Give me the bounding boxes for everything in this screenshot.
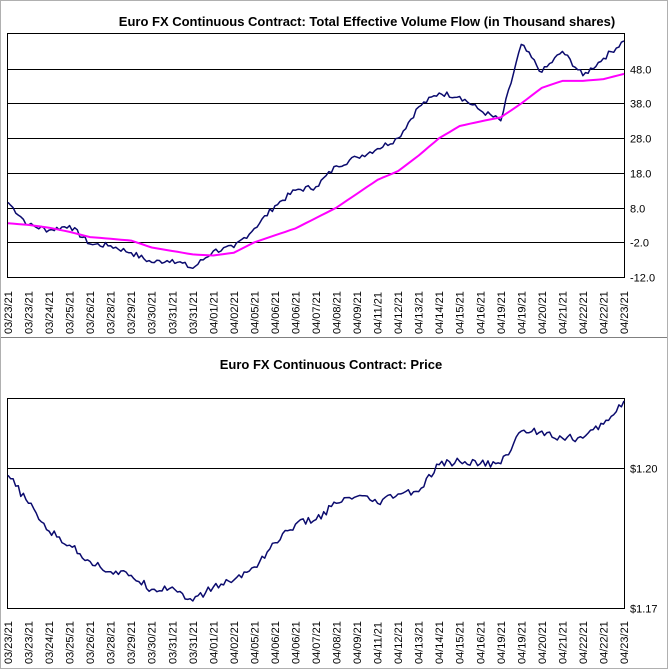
x-tick-label: 04/13/21 (414, 621, 426, 664)
x-tick-label: 04/02/21 (229, 291, 241, 334)
volume-flow-x-ticks: 03/23/21 03/23/21 03/24/21 03/25/21 03/26/21… (3, 291, 631, 334)
moving-average-line (7, 72, 625, 257)
x-tick-label: 04/09/21 (352, 621, 364, 664)
price-x-ticks: 03/23/21 03/23/21 03/24/21 03/25/21 03/26/21… (3, 621, 631, 664)
x-tick-label: 04/14/21 (434, 621, 446, 664)
x-tick-label: 04/01/21 (208, 621, 220, 664)
x-tick-label: 03/23/21 (24, 291, 36, 334)
x-tick-label: 03/31/21 (167, 291, 179, 334)
x-tick-label: 04/19/21 (516, 621, 528, 664)
x-tick-label: 04/16/21 (475, 291, 487, 334)
y-tick-label: 18.0 (630, 169, 651, 181)
y-tick-label: 38.0 (630, 99, 651, 111)
x-tick-label: 04/15/21 (455, 291, 467, 334)
x-tick-label: 04/02/21 (229, 621, 241, 664)
x-tick-label: 04/19/21 (496, 621, 508, 664)
x-tick-label: 03/24/21 (44, 291, 56, 334)
x-tick-label: 04/19/21 (516, 291, 528, 334)
price-series (7, 400, 625, 602)
x-tick-label: 03/28/21 (106, 621, 118, 664)
x-tick-label: 04/06/21 (290, 621, 302, 664)
x-tick-label: 04/05/21 (249, 291, 261, 334)
x-tick-label: 04/15/21 (455, 621, 467, 664)
x-tick-label: 04/23/21 (619, 621, 631, 664)
x-tick-label: 04/12/21 (393, 291, 405, 334)
x-tick-label: 04/09/21 (352, 291, 364, 334)
x-tick-label: 04/05/21 (249, 621, 261, 664)
x-tick-label: 04/13/21 (414, 291, 426, 334)
x-tick-label: 04/07/21 (311, 621, 323, 664)
x-tick-label: 04/12/21 (393, 621, 405, 664)
x-tick-label: 04/08/21 (332, 621, 344, 664)
x-tick-label: 04/14/21 (434, 291, 446, 334)
y-tick-label: -12.0 (630, 273, 655, 285)
x-tick-label: 04/21/21 (557, 621, 569, 664)
x-tick-label: 03/25/21 (65, 291, 77, 334)
price-panel: Euro FX Continuous Contract: Price $1.20… (3, 357, 658, 664)
x-tick-label: 03/31/21 (188, 291, 200, 334)
y-tick-label: $1.20 (630, 464, 658, 476)
x-tick-label: 04/11/21 (373, 292, 385, 334)
price-y-ticks: $1.20 $1.17 (630, 464, 658, 616)
x-tick-label: 03/31/21 (188, 621, 200, 664)
y-tick-label: 28.0 (630, 134, 651, 146)
x-tick-label: 04/20/21 (537, 291, 549, 334)
y-tick-label: $1.17 (630, 604, 658, 616)
x-tick-label: 04/19/21 (496, 291, 508, 334)
x-tick-label: 03/31/21 (167, 621, 179, 664)
x-tick-label: 03/30/21 (147, 621, 159, 664)
volume-flow-panel: Euro FX Continuous Contract: Total Effec… (3, 14, 655, 334)
x-tick-label: 03/29/21 (126, 291, 138, 334)
x-tick-label: 04/06/21 (270, 621, 282, 664)
x-tick-label: 03/26/21 (85, 621, 97, 664)
x-tick-label: 04/06/21 (290, 291, 302, 334)
x-tick-label: 04/22/21 (578, 291, 590, 334)
x-tick-label: 04/07/21 (311, 291, 323, 334)
x-tick-label: 03/26/21 (85, 291, 97, 334)
x-tick-label: 04/21/21 (557, 291, 569, 334)
x-tick-label: 03/23/21 (24, 621, 36, 664)
x-tick-label: 03/29/21 (126, 621, 138, 664)
x-tick-label: 04/16/21 (475, 621, 487, 664)
x-tick-label: 03/24/21 (44, 621, 56, 664)
x-tick-label: 04/22/21 (578, 621, 590, 664)
volume-flow-y-ticks: 48.0 38.0 28.0 18.0 8.0 -2.0 -12.0 (630, 65, 655, 285)
series-line (7, 400, 625, 602)
x-tick-label: 04/22/21 (598, 621, 610, 664)
x-tick-label: 04/20/21 (537, 621, 549, 664)
y-tick-label: -2.0 (630, 238, 649, 250)
x-tick-label: 04/01/21 (208, 291, 220, 334)
x-tick-label: 04/08/21 (332, 291, 344, 334)
volume-flow-plot-area (7, 33, 625, 278)
x-tick-label: 04/23/21 (619, 291, 631, 334)
x-tick-label: 03/30/21 (147, 291, 159, 334)
volume-flow-title: Euro FX Continuous Contract: Total Effec… (119, 14, 615, 29)
x-tick-label: 03/28/21 (106, 291, 118, 334)
y-tick-label: 8.0 (630, 204, 645, 216)
price-plot-area (7, 398, 625, 609)
series-line (7, 40, 625, 270)
x-tick-label: 03/25/21 (65, 621, 77, 664)
x-tick-label: 04/11/21 (373, 622, 385, 664)
y-tick-label: 48.0 (630, 65, 651, 77)
x-tick-label: 04/22/21 (598, 291, 610, 334)
volume-flow-series (7, 40, 625, 270)
x-tick-label: 03/23/21 (3, 621, 15, 664)
x-tick-label: 04/06/21 (270, 291, 282, 334)
x-tick-label: 03/23/21 (3, 291, 15, 334)
price-title: Euro FX Continuous Contract: Price (220, 357, 442, 372)
